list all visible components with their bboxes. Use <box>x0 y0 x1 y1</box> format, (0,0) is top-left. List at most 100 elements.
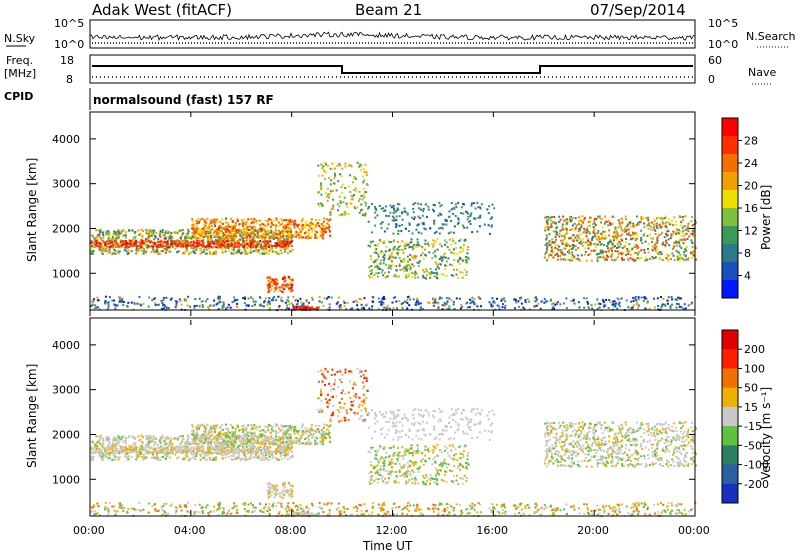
echo-cell <box>308 307 311 309</box>
echo-cell <box>430 271 433 274</box>
echo-cell <box>636 222 639 225</box>
echo-cell <box>176 457 179 460</box>
echo-cell <box>445 264 448 267</box>
echo-cell <box>361 198 364 201</box>
echo-cell <box>129 239 132 242</box>
echo-cell <box>444 239 447 242</box>
echo-cell <box>625 218 627 221</box>
echo-cell <box>445 241 448 244</box>
echo-cell <box>679 216 682 219</box>
echo-cell <box>683 303 686 306</box>
echo-cell <box>614 245 617 248</box>
echo-cell <box>202 236 205 239</box>
echo-cell <box>143 249 146 252</box>
echo-cell <box>460 251 462 254</box>
echo-cell <box>176 232 179 235</box>
echo-cell <box>397 249 400 252</box>
echo-cell <box>221 218 224 221</box>
echo-cell <box>133 301 136 304</box>
echo-cell <box>108 235 111 238</box>
echo-cell <box>408 264 411 267</box>
echo-cell <box>146 437 149 440</box>
echo-cell <box>575 257 578 260</box>
echo-cell <box>394 211 397 213</box>
echo-cell <box>374 265 377 268</box>
echo-cell <box>283 456 286 459</box>
echo-cell <box>350 194 353 197</box>
echo-cell <box>583 218 586 221</box>
echo-cell <box>329 230 331 233</box>
echo-cell <box>173 231 176 234</box>
echo-cell <box>661 217 664 220</box>
echo-cell <box>91 441 94 444</box>
echo-cell <box>680 247 683 249</box>
echo-cell <box>453 248 455 251</box>
echo-cell <box>315 307 318 310</box>
echo-cell <box>653 297 655 300</box>
echo-cell <box>496 304 499 307</box>
echo-cell <box>227 229 230 232</box>
echo-cell <box>404 211 407 214</box>
echo-cell <box>422 210 425 212</box>
echo-cell <box>199 232 201 235</box>
echo-cell <box>514 298 517 301</box>
echo-cell <box>281 291 284 294</box>
echo-cell <box>238 229 241 232</box>
echo-cell <box>156 452 159 455</box>
echo-cell <box>417 303 420 306</box>
echo-cell <box>218 299 221 302</box>
echo-cell <box>120 301 123 304</box>
echo-cell <box>614 250 617 253</box>
echo-cell <box>305 235 308 238</box>
echo-cell <box>282 244 284 247</box>
echo-cell <box>169 456 172 459</box>
echo-cell <box>415 228 418 231</box>
echo-cell <box>156 250 159 253</box>
echo-cell <box>441 223 444 226</box>
echo-cell <box>550 246 553 249</box>
echo-cell <box>265 438 268 441</box>
echo-cell <box>241 242 244 245</box>
echo-cell <box>164 305 167 308</box>
echo-cell <box>118 246 121 249</box>
range-tick-label: 4000 <box>52 133 80 146</box>
echo-cell <box>604 220 607 223</box>
echo-cell <box>263 224 266 227</box>
echo-cell <box>593 229 596 231</box>
echo-cell <box>284 239 287 242</box>
nsearch-tick-bottom: 10^0 <box>708 38 738 51</box>
echo-cell <box>198 242 201 245</box>
echo-cell <box>142 458 145 461</box>
echo-cell <box>101 437 104 440</box>
echo-cell <box>545 237 548 240</box>
echo-cell <box>225 449 228 452</box>
echo-cell <box>307 227 310 230</box>
echo-cell <box>676 230 679 233</box>
echo-cell <box>97 439 100 442</box>
echo-cell <box>339 304 342 307</box>
echo-cell <box>125 440 127 443</box>
echo-cell <box>612 216 615 218</box>
echo-cell <box>652 257 654 260</box>
echo-cell <box>269 277 272 280</box>
echo-cell <box>557 255 560 258</box>
echo-cell <box>216 241 219 244</box>
echo-cell <box>141 442 144 445</box>
echo-cell <box>401 268 404 271</box>
echo-cell <box>268 232 271 234</box>
echo-cell <box>360 195 363 198</box>
echo-cell <box>677 240 680 243</box>
echo-cell <box>429 227 432 230</box>
echo-cell <box>373 251 376 254</box>
echo-cell <box>382 207 385 210</box>
echo-cell <box>337 296 340 299</box>
echo-cell <box>159 441 162 444</box>
echo-cell <box>416 238 419 241</box>
echo-cell <box>378 300 381 303</box>
echo-cell <box>409 268 412 271</box>
echo-cell <box>98 248 101 251</box>
echo-cell <box>272 278 275 281</box>
echo-cell <box>111 299 114 302</box>
echo-cell <box>107 303 110 306</box>
echo-cell <box>107 452 110 455</box>
